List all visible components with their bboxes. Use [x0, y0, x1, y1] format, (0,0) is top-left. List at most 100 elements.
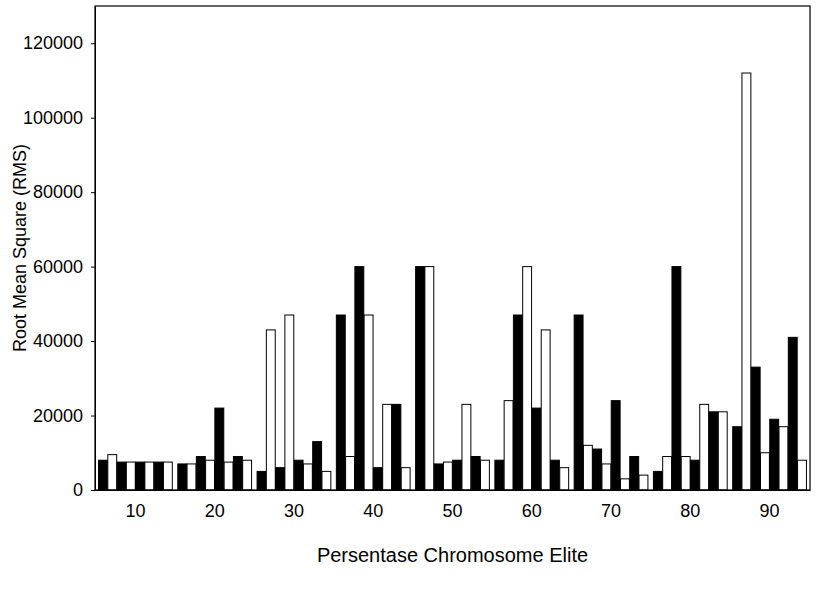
x-tick-label: 20: [205, 501, 225, 521]
y-tick-mark: [91, 118, 95, 119]
plot-frame: [95, 6, 810, 490]
x-tick-label: 50: [442, 501, 462, 521]
bar: [560, 468, 569, 490]
series: [117, 267, 760, 490]
x-tick-label: 30: [284, 501, 304, 521]
y-tick-label: 100000: [23, 108, 83, 128]
x-tick: 70: [601, 490, 621, 521]
bar: [602, 464, 611, 490]
x-tick-label: 60: [522, 501, 542, 521]
bar: [392, 404, 401, 490]
bar: [541, 330, 550, 490]
bar: [187, 464, 196, 490]
bar: [276, 468, 285, 490]
bar: [266, 330, 275, 490]
bar: [718, 412, 727, 490]
bar: [383, 404, 392, 490]
bar: [117, 462, 126, 490]
bar: [285, 315, 294, 490]
y-tick-label: 80000: [33, 182, 83, 202]
bar: [709, 412, 718, 490]
bar: [313, 442, 322, 490]
bar: [583, 445, 592, 490]
bar: [303, 464, 312, 490]
bar: [700, 404, 709, 490]
bar: [760, 453, 769, 490]
x-tick: 10: [125, 490, 145, 521]
x-tick: 60: [522, 490, 542, 521]
bar: [462, 404, 471, 490]
bar: [751, 367, 760, 490]
y-tick-mark: [91, 192, 95, 193]
x-tick-label: 10: [125, 501, 145, 521]
series: [126, 267, 769, 490]
x-tick: 20: [205, 490, 225, 521]
bar: [733, 427, 742, 490]
bar: [233, 456, 242, 490]
y-tick-label: 120000: [23, 33, 83, 53]
bar: [611, 401, 620, 490]
y-tick: 60000: [33, 257, 95, 277]
x-tick: 40: [363, 490, 383, 521]
bars: [99, 73, 807, 490]
bar: [742, 73, 751, 490]
y-tick-mark: [91, 267, 95, 268]
x-axis: 10 20 30 40 50 60 70 80 90: [96, 490, 811, 521]
x-axis-line: [96, 490, 811, 491]
bar: [224, 462, 233, 490]
bar: [770, 419, 779, 490]
series: [154, 337, 797, 490]
y-tick-label: 40000: [33, 331, 83, 351]
plot: 0200004000060000800001000001200001020304…: [23, 6, 811, 521]
bar: [471, 456, 480, 490]
bar: [639, 475, 648, 490]
y-axis: 020000400006000080000100000120000: [23, 7, 96, 501]
bar: [453, 460, 462, 490]
bar: [154, 462, 163, 490]
bar: [532, 408, 541, 490]
bar: [215, 408, 224, 490]
bar: [672, 267, 681, 490]
bar: [630, 456, 639, 490]
x-tick-label: 80: [680, 501, 700, 521]
bar: [178, 464, 187, 490]
x-tick: 50: [442, 490, 462, 521]
bar: [336, 315, 345, 490]
bar: [779, 427, 788, 490]
x-tick-label: 40: [363, 501, 383, 521]
y-tick: 40000: [33, 331, 95, 351]
y-tick: 100000: [23, 108, 95, 128]
x-tick: 80: [680, 490, 700, 521]
bar: [243, 460, 252, 490]
bar: [206, 460, 215, 490]
y-axis-line: [95, 7, 96, 491]
bar: [355, 267, 364, 490]
bar: [425, 267, 434, 490]
bar: [663, 456, 672, 490]
bar: [416, 267, 425, 490]
bar: [574, 315, 583, 490]
bar: [480, 460, 489, 490]
bar: [504, 401, 513, 490]
y-tick: 80000: [33, 182, 95, 202]
bar: [593, 449, 602, 490]
bar: [690, 460, 699, 490]
x-tick: 90: [760, 490, 780, 521]
bar: [550, 460, 559, 490]
chart: 0200004000060000800001000001200001020304…: [0, 0, 818, 606]
bar: [346, 456, 355, 490]
series: [136, 401, 779, 490]
y-tick: 120000: [23, 33, 95, 53]
bar: [145, 462, 154, 490]
bar: [322, 471, 331, 490]
bar: [257, 471, 266, 490]
bar: [620, 479, 629, 490]
y-tick-mark: [91, 43, 95, 44]
bar: [495, 460, 504, 490]
y-tick-mark: [91, 416, 95, 417]
bar: [798, 460, 807, 490]
y-tick: 20000: [33, 406, 95, 426]
bar: [523, 267, 532, 490]
series: [108, 73, 751, 490]
series: [163, 412, 806, 490]
